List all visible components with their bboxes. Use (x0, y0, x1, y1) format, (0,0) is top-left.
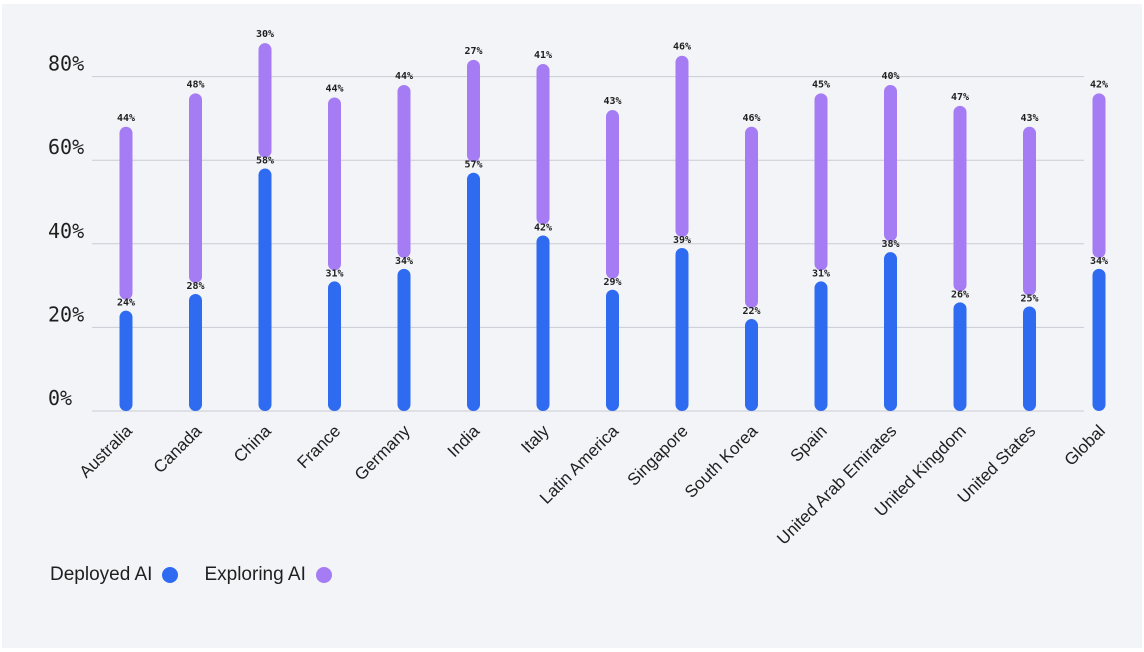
bar-exploring (328, 97, 341, 271)
x-tick-label: Australia (76, 421, 137, 482)
data-label-exploring: 46% (742, 113, 760, 124)
bar-deployed (1023, 306, 1036, 411)
data-label-deployed: 34% (1090, 256, 1108, 267)
data-label-deployed: 28% (186, 281, 204, 292)
y-tick-label: 40% (48, 219, 84, 243)
data-label-exploring: 44% (117, 113, 135, 124)
bar-exploring (745, 126, 758, 309)
bar-exploring (258, 43, 272, 158)
x-tick-label: Global (1061, 421, 1109, 469)
bar-exploring (189, 93, 202, 283)
bar-deployed (953, 302, 967, 411)
x-tick-label: Canada (150, 421, 206, 477)
data-label-exploring: 43% (603, 96, 621, 107)
bar-deployed (189, 293, 202, 411)
bar-exploring (397, 84, 411, 258)
bar-deployed (397, 268, 411, 411)
bar-exploring (467, 59, 480, 162)
bar-exploring (675, 55, 689, 237)
legend-dot-exploring (315, 567, 332, 583)
data-label-deployed: 31% (812, 268, 830, 279)
bar-exploring (1023, 126, 1036, 296)
bar-deployed (536, 235, 550, 411)
data-label-deployed: 22% (742, 306, 760, 317)
bar-deployed (814, 281, 828, 411)
data-label-deployed: 42% (534, 222, 552, 233)
data-label-exploring: 41% (534, 50, 552, 61)
legend-item-deployed: Deployed AI (50, 564, 179, 586)
data-label-deployed: 24% (117, 298, 135, 309)
x-tick-label: Germany (351, 421, 414, 484)
y-axis-ticks: 0% 20% 40% 60% 80% (48, 52, 84, 410)
x-tick-label: India (444, 421, 484, 461)
grid-lines (92, 76, 1084, 412)
y-tick-label: 80% (48, 52, 84, 76)
data-labels: 24% 44% 28% 48% 58% 30% 31% 44% 34% 44% 57% 27% 42% 4… (117, 29, 1108, 317)
data-label-deployed: 31% (325, 268, 343, 279)
data-label-exploring: 44% (395, 71, 413, 82)
x-tick-label: China (230, 421, 275, 466)
data-label-deployed: 57% (464, 160, 482, 171)
y-tick-label: 20% (48, 302, 84, 326)
data-label-deployed: 25% (1020, 294, 1038, 305)
data-label-exploring: 43% (1020, 113, 1038, 124)
bar-exploring (814, 93, 828, 271)
bar-deployed (606, 289, 619, 411)
data-label-exploring: 44% (325, 84, 343, 95)
bar-deployed (328, 281, 341, 411)
bar-exploring (953, 105, 967, 292)
x-tick-label: France (293, 421, 344, 472)
data-label-exploring: 46% (673, 42, 691, 53)
bar-deployed (258, 168, 272, 411)
data-label-exploring: 30% (256, 29, 274, 40)
x-tick-label: South Korea (681, 421, 762, 502)
data-label-exploring: 48% (186, 79, 204, 90)
bar-exploring (1092, 93, 1106, 258)
bar-exploring (884, 84, 897, 242)
data-label-exploring: 40% (881, 71, 899, 82)
data-label-deployed: 58% (256, 156, 274, 167)
data-label-exploring: 42% (1090, 79, 1108, 90)
legend-item-exploring: Exploring AI (204, 564, 332, 586)
y-tick-label: 0% (48, 386, 72, 410)
data-label-deployed: 29% (603, 277, 621, 288)
legend-dot-deployed (162, 567, 179, 583)
x-axis-ticks: Australia Canada China France Germany India It… (76, 421, 1109, 548)
chart-svg: 0% 20% 40% 60% 80% 24% 44% 28% 48% 58% 30% 31% 44% 3… (48, 29, 1109, 548)
x-tick-label: Singapore (624, 421, 692, 489)
bar-deployed (467, 172, 480, 411)
data-label-deployed: 39% (673, 235, 691, 246)
chart-panel: 0% 20% 40% 60% 80% 24% 44% 28% 48% 58% 30% 31% 44% 3… (2, 4, 1142, 648)
data-label-deployed: 34% (395, 256, 413, 267)
data-label-exploring: 45% (812, 79, 830, 90)
x-tick-label: United Arab Emirates (773, 421, 900, 548)
bar-exploring (606, 110, 619, 279)
data-label-exploring: 27% (464, 46, 482, 57)
data-label-deployed: 26% (951, 289, 969, 300)
bar-exploring (119, 126, 133, 300)
bars (119, 43, 1106, 411)
bar-exploring (536, 64, 550, 225)
bar-deployed (119, 310, 133, 411)
legend: Deployed AI Exploring AI (50, 564, 358, 586)
y-tick-label: 60% (48, 135, 84, 159)
x-tick-label: Italy (517, 421, 553, 457)
data-label-deployed: 38% (881, 239, 899, 250)
bar-deployed (1092, 268, 1106, 411)
data-label-exploring: 47% (951, 92, 969, 103)
legend-label-exploring: Exploring AI (204, 564, 306, 585)
bar-deployed (884, 252, 897, 411)
bar-deployed (675, 247, 689, 411)
bar-deployed (745, 319, 758, 411)
legend-label-deployed: Deployed AI (50, 564, 153, 585)
x-tick-label: Spain (787, 421, 831, 465)
